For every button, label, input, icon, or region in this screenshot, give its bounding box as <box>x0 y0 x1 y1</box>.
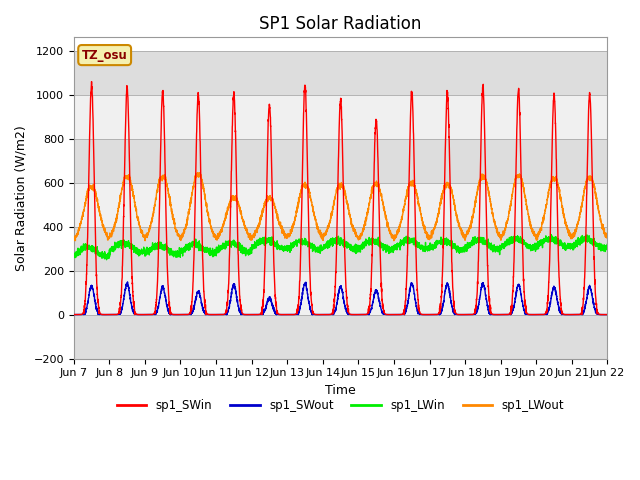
Title: SP1 Solar Radiation: SP1 Solar Radiation <box>259 15 422 33</box>
Bar <box>74 227 607 271</box>
Bar <box>74 139 607 182</box>
Bar <box>74 95 607 139</box>
Bar <box>74 314 607 359</box>
X-axis label: Time: Time <box>325 384 356 397</box>
Y-axis label: Solar Radiation (W/m2): Solar Radiation (W/m2) <box>15 125 28 271</box>
Bar <box>74 271 607 314</box>
Legend: sp1_SWin, sp1_SWout, sp1_LWin, sp1_LWout: sp1_SWin, sp1_SWout, sp1_LWin, sp1_LWout <box>112 395 569 417</box>
Text: TZ_osu: TZ_osu <box>82 48 127 61</box>
Bar <box>74 182 607 227</box>
Bar <box>74 50 607 95</box>
